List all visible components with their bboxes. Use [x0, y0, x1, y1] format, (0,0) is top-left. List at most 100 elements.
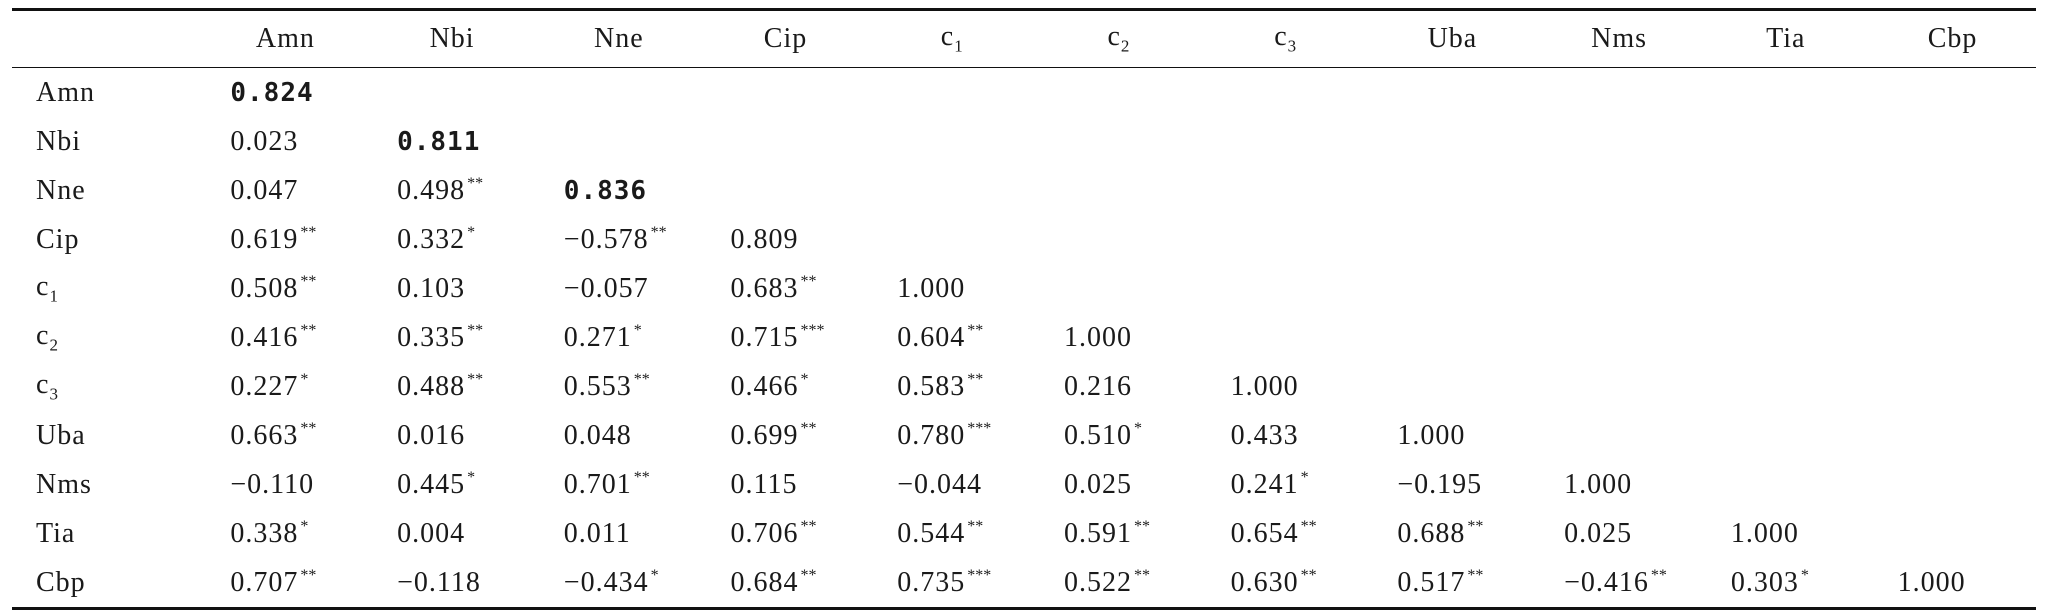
table-cell	[1702, 411, 1869, 460]
table-cell	[1536, 117, 1703, 166]
table-cell	[869, 166, 1036, 215]
correlation-value: 1.000	[1721, 518, 1851, 550]
correlation-value: 0.809	[721, 224, 851, 256]
table-cell	[1702, 166, 1869, 215]
significance-marker: ***	[800, 322, 825, 340]
table-cell: 1.000	[1036, 313, 1203, 362]
correlation-value: 0.715 ***	[721, 322, 851, 354]
table-cell: −0.057	[535, 264, 702, 313]
value-text: 0.115	[730, 468, 798, 500]
value-text: 0.047	[230, 174, 299, 206]
column-header-nms: Nms	[1591, 23, 1648, 54]
significance-marker: **	[633, 371, 650, 389]
table-cell: 0.048	[535, 411, 702, 460]
value-text: 0.684	[730, 566, 799, 598]
correlation-value: −0.434 *	[554, 567, 684, 599]
significance-marker: **	[1467, 518, 1484, 536]
label-subscript: 2	[49, 335, 59, 355]
value-text: 0.591	[1063, 517, 1132, 549]
value-text: 0.707	[230, 566, 299, 598]
significance-marker: **	[300, 273, 317, 291]
value-text: 0.271	[563, 321, 632, 353]
value-text: 0.824	[230, 77, 314, 108]
table-cell	[1536, 166, 1703, 215]
label-base: c	[36, 319, 50, 351]
value-text: 0.544	[897, 517, 966, 549]
table-cell: −0.110	[202, 460, 369, 509]
table-cell: 0.047	[202, 166, 369, 215]
row-header-c2: c2	[12, 313, 202, 362]
table-cell	[1369, 68, 1536, 118]
value-text: 1.000	[1730, 517, 1799, 549]
value-text: 0.216	[1063, 370, 1132, 402]
table-cell	[1702, 215, 1869, 264]
table-cell: 1.000	[1202, 362, 1369, 411]
table-cell: 0.701 **	[535, 460, 702, 509]
value-text: 0.498	[397, 174, 466, 206]
value-text: 0.004	[397, 517, 466, 549]
value-text: 0.025	[1564, 517, 1633, 549]
correlation-value: 0.688 **	[1387, 518, 1517, 550]
table-cell	[869, 68, 1036, 118]
value-text: 0.103	[397, 272, 466, 304]
correlation-value: 0.510 *	[1054, 420, 1184, 452]
value-text: −0.057	[563, 272, 649, 304]
diagonal-value: 0.836	[554, 175, 684, 207]
significance-marker: *	[1800, 567, 1809, 585]
table-cell: 0.303 *	[1702, 558, 1869, 609]
table-cell	[1702, 313, 1869, 362]
value-text: 1.000	[897, 272, 966, 304]
value-text: 0.433	[1230, 419, 1299, 451]
value-text: −0.110	[230, 468, 315, 500]
value-text: 1.000	[1397, 419, 1466, 451]
column-header-c1: c1	[869, 10, 1036, 68]
column-header-c3: c3	[1202, 10, 1369, 68]
significance-marker: **	[1133, 567, 1150, 585]
significance-marker: *	[1300, 469, 1309, 487]
table-cell: 0.684 **	[702, 558, 869, 609]
column-header-amn: Amn	[255, 23, 315, 54]
correlation-value: 0.684 **	[721, 567, 851, 599]
label-subscript: 3	[49, 384, 59, 404]
table-cell: 0.630 **	[1202, 558, 1369, 609]
value-text: 0.654	[1230, 517, 1299, 549]
row-header-nms: Nms	[36, 468, 92, 500]
significance-marker: **	[1650, 567, 1667, 585]
table-cell: 0.498 **	[369, 166, 536, 215]
significance-marker: *	[467, 469, 476, 487]
value-text: 0.338	[230, 517, 299, 549]
correlation-value: −0.110	[220, 469, 350, 501]
correlation-value: 0.553 **	[554, 371, 684, 403]
table-cell	[1202, 313, 1369, 362]
table-cell	[1202, 264, 1369, 313]
table-cell	[1869, 117, 2036, 166]
table-cell: 0.271 *	[535, 313, 702, 362]
table-row: Uba 0.663 ** 0.016 0.048 0.699 ** 0.780 *** 0.510…	[12, 411, 2036, 460]
table-cell	[1869, 411, 2036, 460]
value-text: 0.583	[897, 370, 966, 402]
table-cell: −0.195	[1369, 460, 1536, 509]
value-text: 0.630	[1230, 566, 1299, 598]
significance-marker: **	[300, 322, 317, 340]
diagonal-value: 0.824	[220, 77, 350, 109]
table-cell	[1869, 264, 2036, 313]
correlation-table-container: Amn Nbi Nne Cip c1 c2 c3 Uba Nms Tia Cbp Amn 0.824 N…	[12, 8, 2036, 610]
significance-marker: *	[467, 224, 476, 242]
significance-marker: **	[467, 322, 484, 340]
correlation-value: 0.735 ***	[887, 567, 1017, 599]
table-cell	[1536, 68, 1703, 118]
table-cell	[535, 68, 702, 118]
table-cell: 0.241 *	[1202, 460, 1369, 509]
correlation-value: 0.433	[1221, 420, 1351, 452]
table-cell	[1202, 117, 1369, 166]
significance-marker: **	[650, 224, 667, 242]
value-text: 0.508	[230, 272, 299, 304]
significance-marker: **	[1300, 567, 1317, 585]
header-row: Amn Nbi Nne Cip c1 c2 c3 Uba Nms Tia Cbp	[12, 9, 2036, 68]
value-text: 0.241	[1230, 468, 1299, 500]
row-header-amn: Amn	[36, 76, 95, 108]
correlation-value: 0.706 **	[721, 518, 851, 550]
significance-marker: **	[967, 322, 984, 340]
value-text: 0.780	[897, 419, 966, 451]
correlation-value: 0.604 **	[887, 322, 1017, 354]
